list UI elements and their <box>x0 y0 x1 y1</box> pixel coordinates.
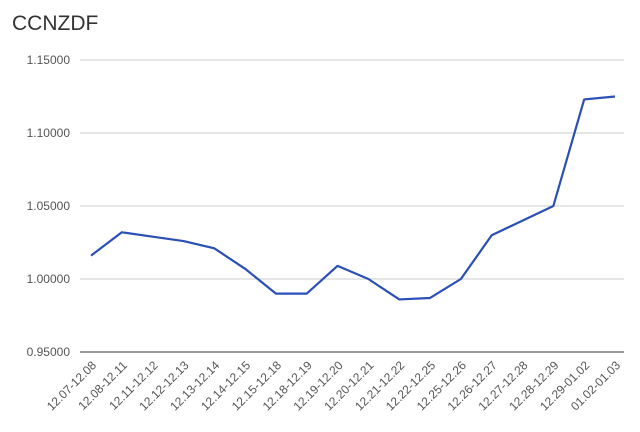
y-tick-label: 1.05000 <box>27 199 71 213</box>
y-tick-label: 1.00000 <box>27 272 71 286</box>
y-tick-label: 1.10000 <box>27 126 71 140</box>
y-tick-label: 0.95000 <box>27 345 71 359</box>
y-tick-label: 1.15000 <box>27 53 71 67</box>
chart-title: CCNZDF <box>12 12 98 35</box>
data-line <box>90 95 616 301</box>
